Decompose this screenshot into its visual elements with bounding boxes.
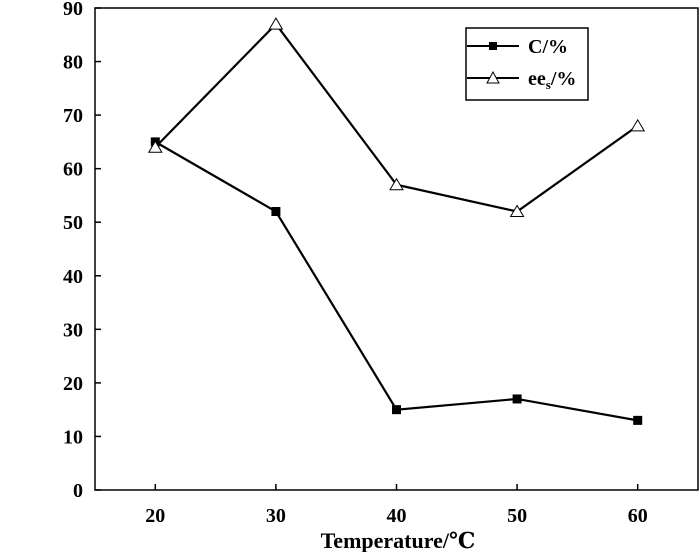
data-point-triangle	[147, 140, 163, 153]
data-point-square	[392, 405, 401, 415]
legend-label-ees-subscript: s	[546, 77, 551, 92]
legend-marker-square-icon	[489, 42, 497, 50]
y-tick-label: 50	[63, 212, 83, 234]
legend: C/% ees/%	[465, 27, 589, 101]
y-tick-label: 80	[63, 52, 83, 74]
data-point-square	[271, 207, 281, 217]
y-tick-label: 20	[63, 373, 83, 395]
legend-label-ees-suffix: /%	[550, 68, 577, 90]
legend-marker-triangle-icon	[486, 70, 500, 84]
legend-label-ees: ees/%	[528, 68, 576, 92]
data-point-square	[512, 394, 522, 404]
y-tick-label: 70	[63, 105, 83, 127]
y-tick-label: 0	[73, 480, 83, 502]
y-tick-label: 10	[63, 426, 83, 448]
y-tick-label: 30	[63, 319, 83, 341]
axes: 0 10 20 30 40 50 60 70 80 90 20 30 40 50 60	[63, 0, 699, 527]
data-point-triangle	[268, 17, 284, 30]
y-tick-label: 90	[63, 0, 83, 20]
legend-box	[465, 27, 589, 101]
x-tick-label: 40	[387, 505, 407, 527]
x-axis-label: Temperature/℃	[321, 528, 476, 552]
series-layer	[147, 17, 646, 425]
y-tick-label: 60	[63, 159, 83, 181]
data-point-triangle	[630, 118, 646, 132]
x-tick-label: 30	[266, 505, 286, 527]
data-point-square	[633, 415, 643, 425]
x-tick-label: 20	[145, 505, 165, 527]
legend-label-c: C/%	[528, 36, 568, 58]
x-tick-label: 50	[507, 505, 527, 527]
plot-frame	[94, 7, 699, 491]
x-tick-label: 60	[628, 505, 648, 527]
data-point-triangle	[389, 177, 404, 191]
y-tick-label: 40	[63, 266, 83, 288]
legend-label-ees-base: ee	[528, 68, 546, 90]
data-point-triangle	[509, 204, 525, 218]
